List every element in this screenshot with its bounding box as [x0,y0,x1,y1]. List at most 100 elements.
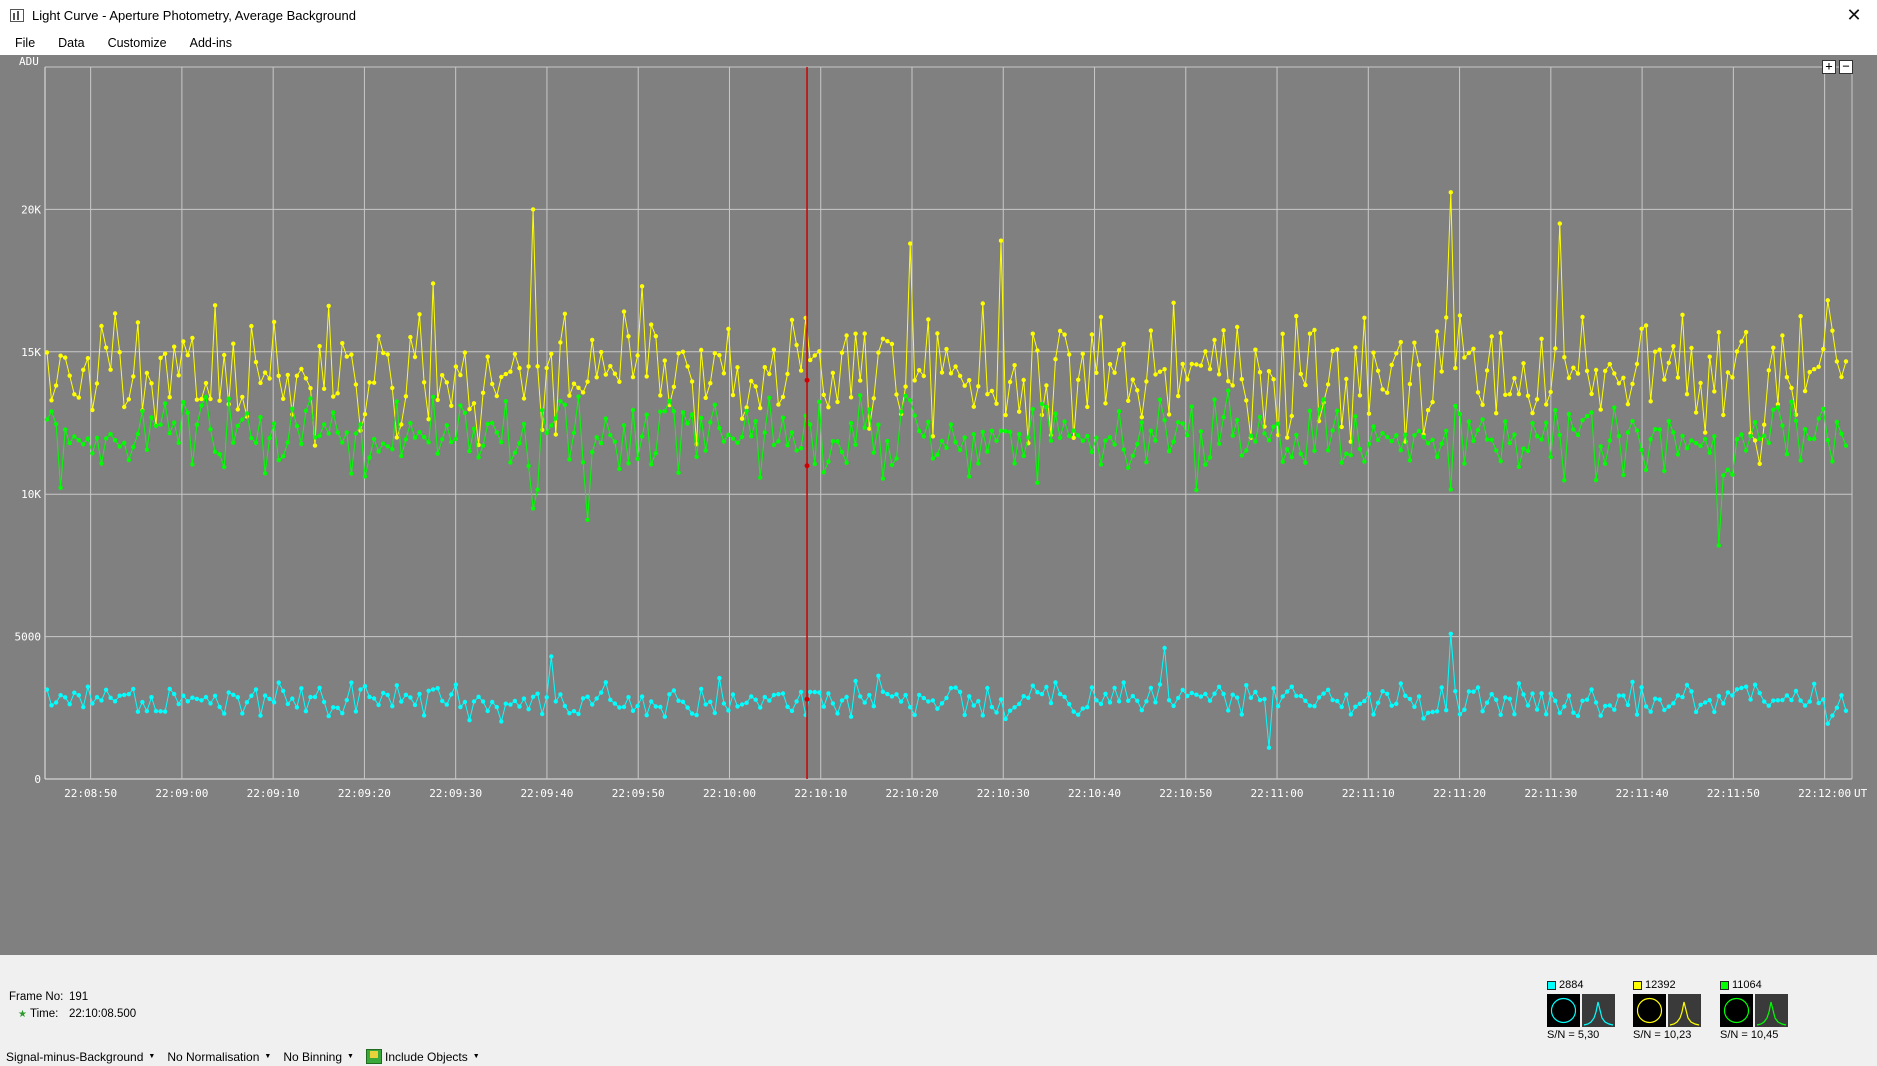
series-1-point [1285,435,1290,440]
series-2-point [1007,429,1013,435]
series-1-point [1530,410,1535,416]
aperture-ring [1636,997,1663,1024]
series-2-point [1103,438,1108,443]
series-1-point [989,388,995,394]
object-1-sn: 5,30 [1577,1029,1600,1041]
include-objects-dropdown[interactable]: Include Objects ▼ [365,1049,480,1064]
series-2-point [1462,461,1467,466]
series-1-point [1353,345,1358,350]
series-1-point [630,374,636,380]
series-2-point [1475,427,1481,433]
object-2-panel[interactable]: 12392 S/N = 10,23 [1633,979,1723,1049]
series-3-point [1216,684,1222,689]
series-2-point [1398,448,1404,453]
series-2-point [317,433,322,438]
series-1-point [512,351,518,357]
zoom-in-button[interactable]: + [1822,60,1836,74]
close-icon[interactable]: ✕ [1846,5,1862,25]
series-1-point [503,371,508,377]
series-3-point [258,713,263,718]
series-2-point [730,436,736,441]
light-curve-chart[interactable]: ADU 0 5000 10K 15K 20K 22:08:50 22:09:00 22:09:1… [0,55,1877,955]
series-1-point [544,365,549,371]
series-2-point [1389,438,1394,444]
object-2-profile-thumbnail[interactable] [1668,994,1701,1027]
y-tick-label: 20K [21,203,41,216]
series-1-point [271,319,277,325]
series-3-point [699,686,704,692]
series-1-point [1257,370,1263,375]
normalisation-dropdown[interactable]: No Normalisation ▼ [167,1050,271,1064]
series-3-point [985,685,990,691]
series-3-point [1807,699,1812,704]
series-3-point [1666,704,1672,709]
include-objects-label: Include Objects [384,1049,468,1064]
series-3-point [1180,687,1185,693]
object-1-aperture-thumbnail[interactable] [1547,994,1580,1027]
series-1-point [826,405,831,410]
series-3-point [1048,700,1054,706]
series-3-point [1148,685,1154,691]
series-1-point [1021,377,1026,383]
series-1-point [1762,422,1767,427]
series-2-point [967,474,972,479]
series-3-point [103,687,109,692]
series-1-point [385,352,390,357]
object-1-profile-thumbnail[interactable] [1582,994,1615,1027]
object-3-profile-thumbnail[interactable] [1755,994,1788,1027]
series-3-point [1639,685,1644,690]
signal-mode-dropdown[interactable]: Signal-minus-Background ▼ [6,1050,155,1064]
chart-canvas[interactable]: ADU 0 5000 10K 15K 20K 22:08:50 22:09:00 22:09:1… [0,55,1877,955]
series-2-point [821,470,826,475]
series-3-point [1675,693,1681,698]
series-2-point [762,430,767,435]
series-3-point [1194,692,1199,697]
series-2-point [385,444,390,449]
series-1-point [449,403,454,408]
aperture-circle-icon [1636,997,1663,1024]
series-3-point [1280,694,1285,699]
series-1-point [499,374,504,380]
series-1-point [580,390,586,395]
series-2-point [67,440,72,446]
series-1-point [1030,331,1036,336]
series-2-point [1185,433,1190,438]
series-2-point [508,460,513,465]
series-3-point [1366,691,1372,696]
series-1-point [1103,401,1108,406]
object-3-aperture-thumbnail[interactable] [1720,994,1753,1027]
series-1-point [844,333,849,338]
series-3-point [562,703,568,709]
normalisation-label: No Normalisation [167,1049,260,1064]
series-3-point [1416,694,1422,699]
object-2-aperture-thumbnail[interactable] [1633,994,1666,1027]
series-2-point [576,394,581,399]
series-1-point [1303,382,1308,388]
menu-data[interactable]: Data [58,36,85,50]
series-3-point [1580,698,1585,703]
series-1-point [85,356,91,361]
series-1-point [176,373,181,378]
series-3-point [1684,682,1690,688]
series-2-point [1621,472,1626,478]
series-2-point [1266,438,1272,443]
series-3-point [249,693,254,698]
binning-dropdown[interactable]: No Binning ▼ [283,1050,354,1064]
object-3-panel[interactable]: 11064 S/N = 10,45 [1720,979,1810,1049]
series-3-point [153,708,159,714]
series-3-point [1671,701,1676,706]
x-tick-label: 22:10:50 [1159,787,1212,800]
light-curve-app-icon [10,9,24,22]
object-1-panel[interactable]: 2884 S/N = 5,30 [1547,979,1637,1049]
menu-add-ins[interactable]: Add-ins [189,36,232,50]
series-1-point [1126,398,1131,403]
series-1-point [267,376,272,381]
series-2-point [1798,458,1803,463]
series-2-point [1843,443,1849,448]
series-2-point [1784,452,1790,457]
menu-customize[interactable]: Customize [107,36,167,50]
zoom-out-button[interactable]: − [1839,60,1853,74]
menu-file[interactable]: File [15,36,36,50]
series-3-point [771,692,777,698]
x-tick-label: 22:09:20 [338,787,391,800]
